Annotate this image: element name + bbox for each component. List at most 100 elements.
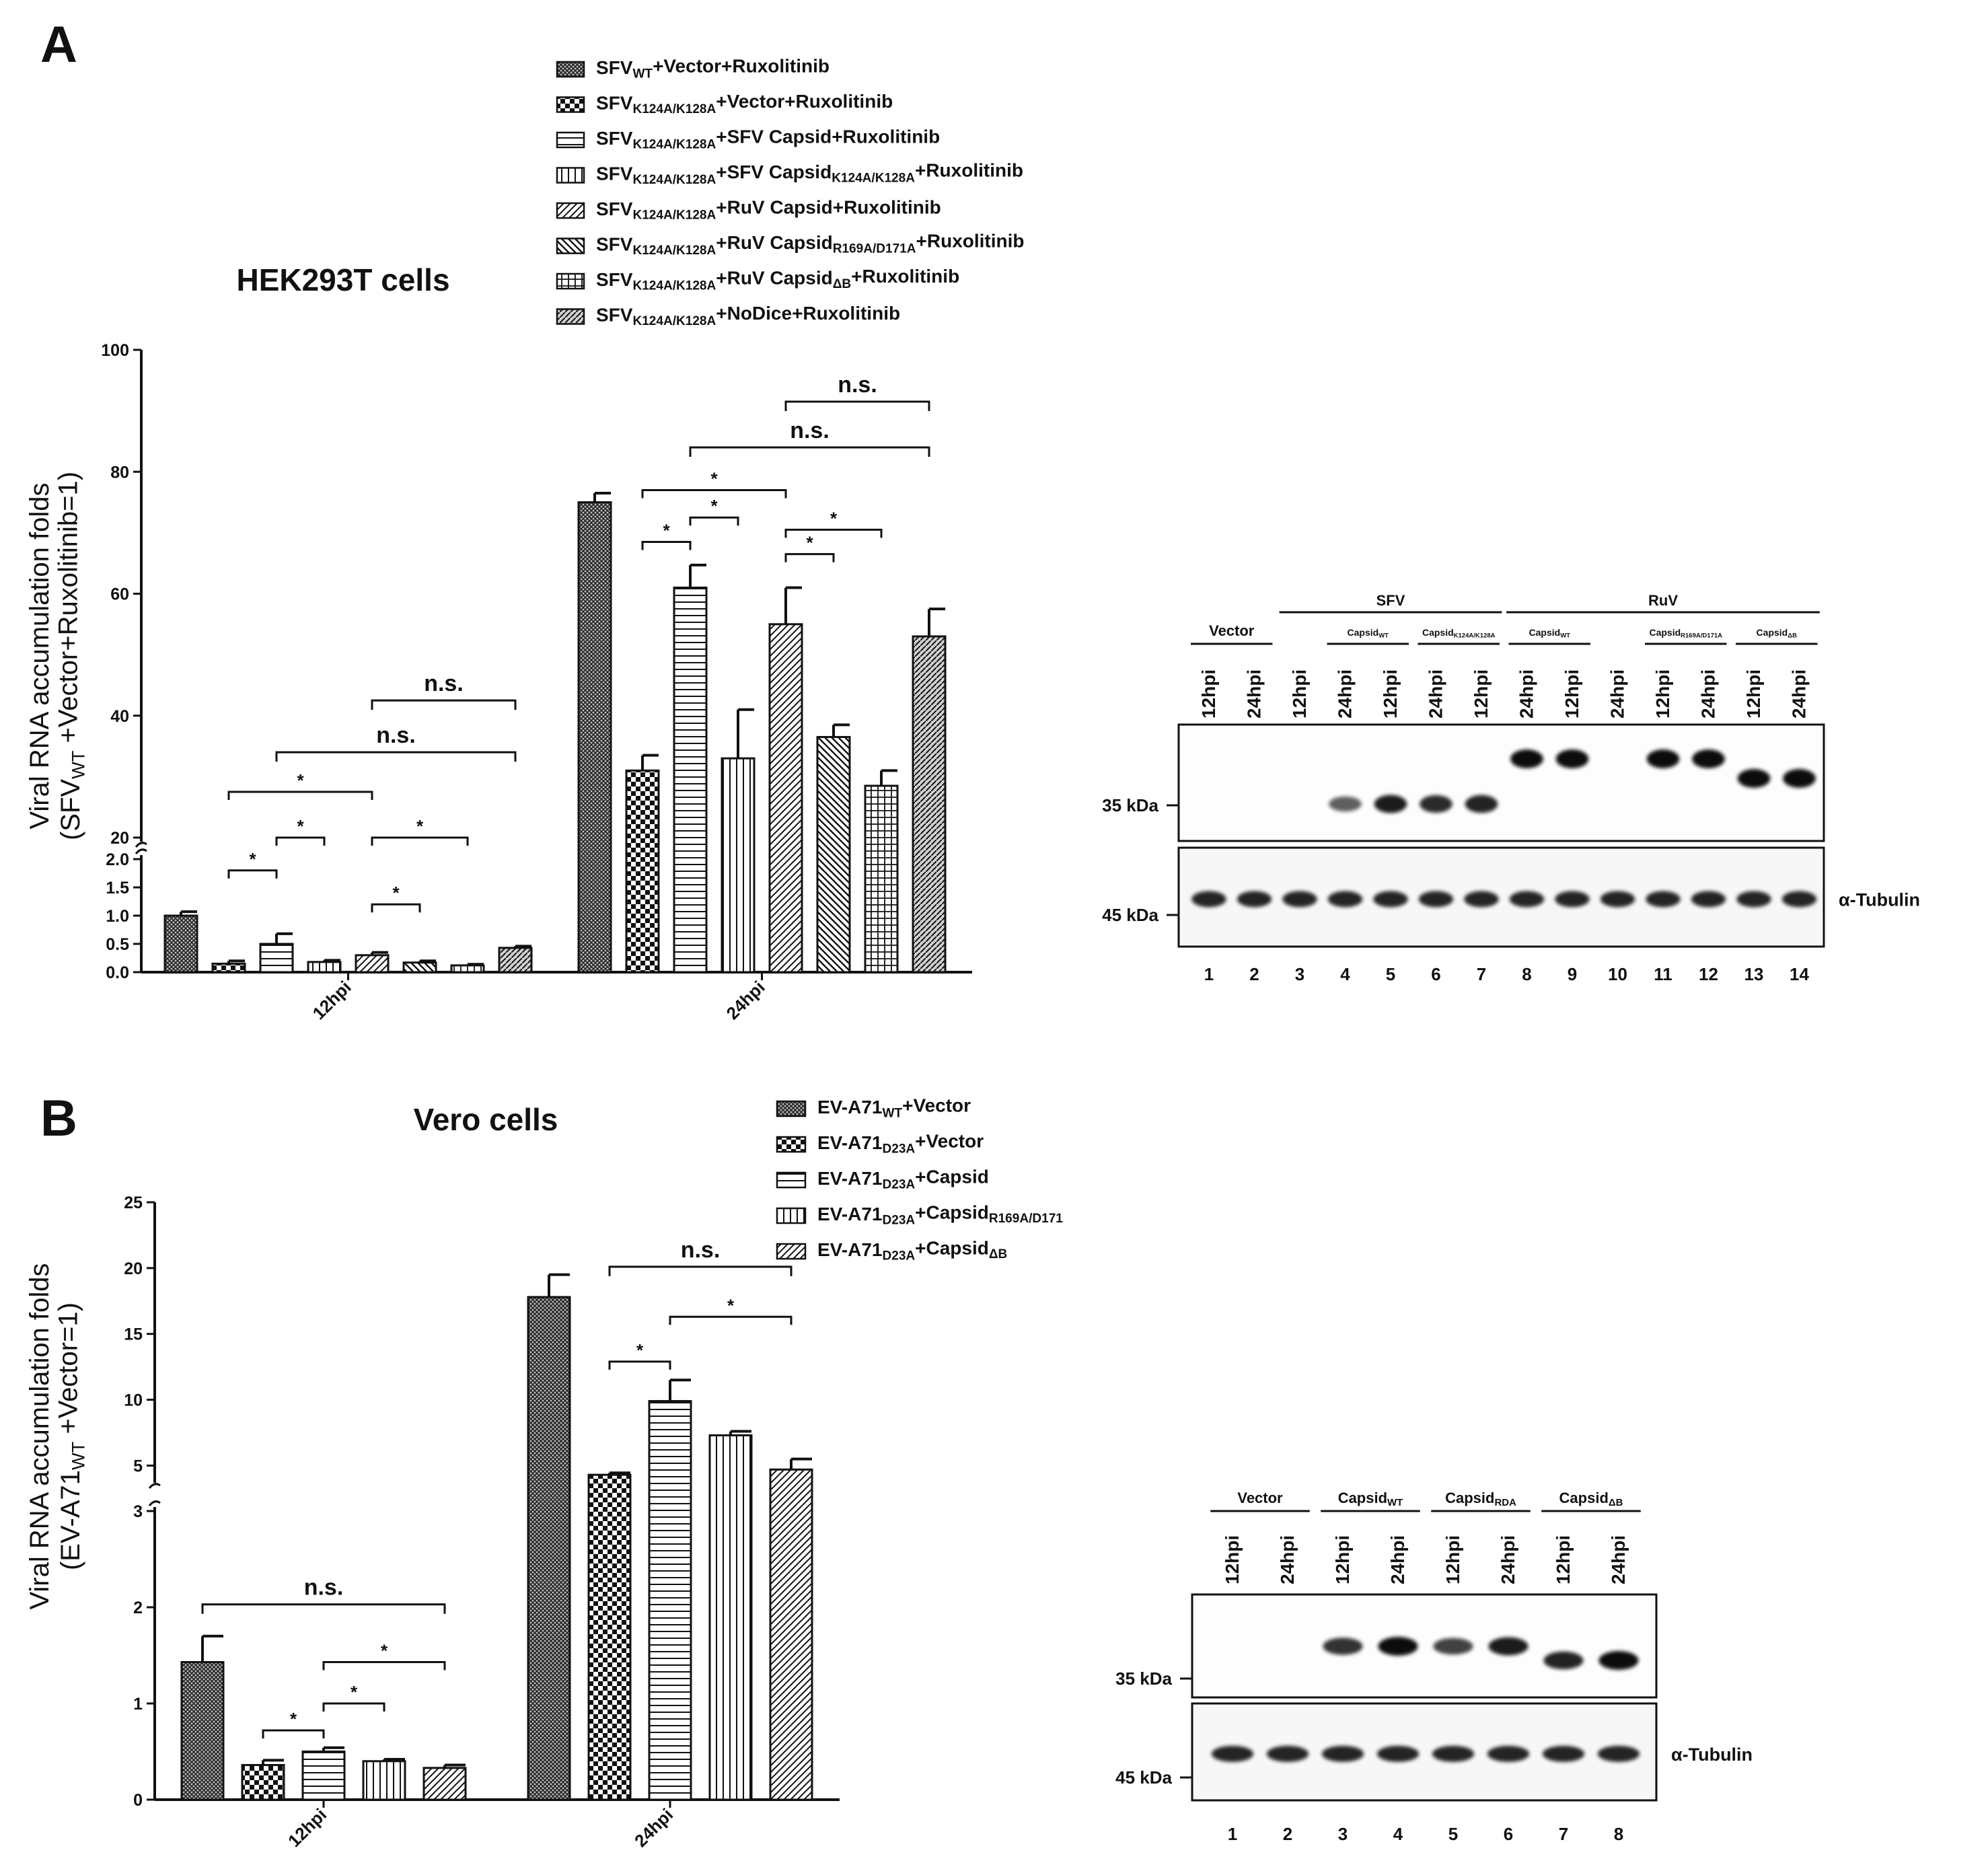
blot-subgroup-label: CapsidWT — [1338, 1490, 1403, 1508]
blot-lane-number: 10 — [1608, 964, 1627, 984]
axis-break-mark — [135, 842, 147, 848]
blot-capsid-band — [1737, 769, 1771, 788]
chart-a: HEK293T cells Viral RNA accumulation fold… — [25, 55, 1025, 1023]
y-tick-label: 25 — [124, 1193, 143, 1212]
y-tick-label: 60 — [110, 585, 129, 604]
legend-swatch — [556, 61, 585, 78]
blot-lane-number: 1 — [1228, 1824, 1237, 1844]
bar-12hpi-s5 — [355, 954, 390, 974]
blot-capsid-panel — [1177, 723, 1825, 842]
blot-mw-35: 35 kDa — [1102, 795, 1158, 815]
blot-subgroup-label: CapsidΔB — [1757, 627, 1798, 640]
blot-lane-label: 12hpi — [1442, 1535, 1463, 1584]
significance-bracket — [275, 836, 326, 846]
bar-12hpi-s2 — [211, 962, 246, 974]
legend-swatch — [776, 1243, 807, 1260]
x-category-label: 12hpi — [309, 977, 355, 1023]
blot-lane-label: 12hpi — [1652, 669, 1673, 719]
legend-label: EV-A71WT+Vector — [817, 1095, 971, 1120]
bar-24hpi-s6 — [816, 735, 851, 974]
blot-tubulin-panel — [1177, 846, 1825, 948]
bar-12hpi-s3 — [301, 1751, 346, 1801]
blot-tubulin-band — [1464, 891, 1499, 908]
significance-bracket — [371, 836, 469, 846]
significance-bracket — [275, 751, 517, 762]
significance-bracket — [608, 1265, 793, 1276]
bar-24hpi-s4 — [721, 757, 756, 974]
blot-subgroup-label: CapsidK124A/K128A — [1422, 627, 1496, 640]
blot-capsid-band — [1646, 749, 1680, 768]
legend-swatch — [556, 131, 585, 149]
significance-bracket — [669, 1315, 793, 1325]
significance-bracket — [227, 791, 373, 801]
y-tick-label: 0.5 — [106, 935, 129, 954]
blot-tubulin-band — [1211, 1745, 1254, 1762]
y-axis-label: Viral RNA accumulation folds (SFVWT +Vect… — [25, 472, 89, 840]
chart-b: Vero cells Viral RNA accumulation folds (E… — [25, 1095, 1063, 1851]
blot-lane-number: 6 — [1431, 964, 1440, 984]
blot-lane-label: 12hpi — [1743, 669, 1764, 719]
bar-24hpi-s2 — [625, 769, 660, 974]
y-tick-label: 15 — [124, 1325, 143, 1344]
significance-bracket — [201, 1603, 446, 1614]
blot-lane-number: 8 — [1614, 1824, 1623, 1844]
bar-12hpi-s6 — [402, 961, 437, 974]
western-blot-b: Vector CapsidWT CapsidRDA CapsidΔB 12hpi 24hp… — [1115, 1490, 1753, 1844]
blot-tubulin-band — [1376, 1745, 1420, 1762]
blot-lane-number: 3 — [1295, 964, 1304, 984]
blot-lane-number: 8 — [1522, 964, 1531, 984]
blot-subgroup-label: CapsidRDA — [1445, 1490, 1516, 1508]
bar-24hpi-s5 — [769, 1468, 813, 1801]
significance-label: * — [710, 468, 718, 488]
blot-lane-number: 2 — [1283, 1824, 1292, 1844]
significance-label: * — [381, 1641, 388, 1661]
bar-24hpi-s1 — [577, 501, 612, 974]
blot-tubulin-panel — [1191, 1702, 1658, 1802]
significance-bracket — [371, 903, 421, 913]
bar-12hpi-s8 — [498, 947, 533, 974]
y-tick-label: 2.0 — [106, 850, 129, 869]
blot-capsid-band — [1555, 749, 1589, 768]
significance-label: * — [663, 520, 670, 540]
significance-bracket — [784, 528, 883, 538]
blot-capsid-band — [1692, 749, 1725, 768]
blot-subgroup-label: Vector — [1209, 622, 1255, 639]
significance-label: n.s. — [838, 372, 877, 398]
significance-label: * — [806, 533, 813, 553]
blot-tubulin-band — [1646, 891, 1681, 908]
legend-label: SFVK124A/K128A+RuV CapsidΔB+Ruxolitinib — [596, 266, 959, 293]
y-tick-label: 0 — [133, 1791, 143, 1810]
blot-tubulin-band — [1327, 891, 1363, 908]
blot-tubulin-band — [1555, 891, 1590, 908]
significance-bracket — [608, 1360, 671, 1370]
bar-12hpi-s7 — [450, 964, 485, 974]
legend-swatch — [556, 272, 585, 290]
blot-capsid-band — [1488, 1637, 1529, 1656]
significance-bracket — [689, 516, 739, 526]
blot-lane-number: 11 — [1654, 964, 1672, 984]
blot-lane-number: 7 — [1559, 1824, 1568, 1844]
blot-capsid-band — [1374, 795, 1407, 813]
y-tick-label: 10 — [124, 1391, 143, 1410]
blot-mw-45: 45 kDa — [1102, 905, 1158, 925]
legend-label: SFVK124A/K128A+RuV CapsidR169A/D171A+Rux… — [596, 230, 1025, 257]
blot-lane-number: 5 — [1386, 964, 1395, 984]
blot-mw-45: 45 kDa — [1115, 1767, 1172, 1788]
y-tick-label: 20 — [110, 829, 129, 848]
blot-subgroup-label: CapsidΔB — [1559, 1490, 1623, 1508]
legend-swatch — [556, 237, 585, 254]
legend-label: EV-A71D23A+Capsid — [817, 1166, 989, 1191]
y-tick-label: 0.0 — [106, 963, 129, 982]
significance-label: * — [297, 816, 304, 836]
blot-lane-label: 24hpi — [1608, 1535, 1629, 1584]
blot-tubulin-band — [1600, 891, 1635, 908]
legend-swatch — [556, 308, 585, 325]
blot-lane-label: 12hpi — [1380, 669, 1401, 719]
legend-swatch — [556, 202, 585, 219]
blot-tubulin-band — [1781, 891, 1817, 908]
blot-lane-label: 24hpi — [1498, 1535, 1518, 1584]
blot-tubulin-band — [1542, 1745, 1585, 1762]
blot-lane-number: 9 — [1568, 964, 1577, 984]
chart-title: HEK293T cells — [236, 262, 449, 297]
y-tick-label: 80 — [110, 463, 129, 482]
